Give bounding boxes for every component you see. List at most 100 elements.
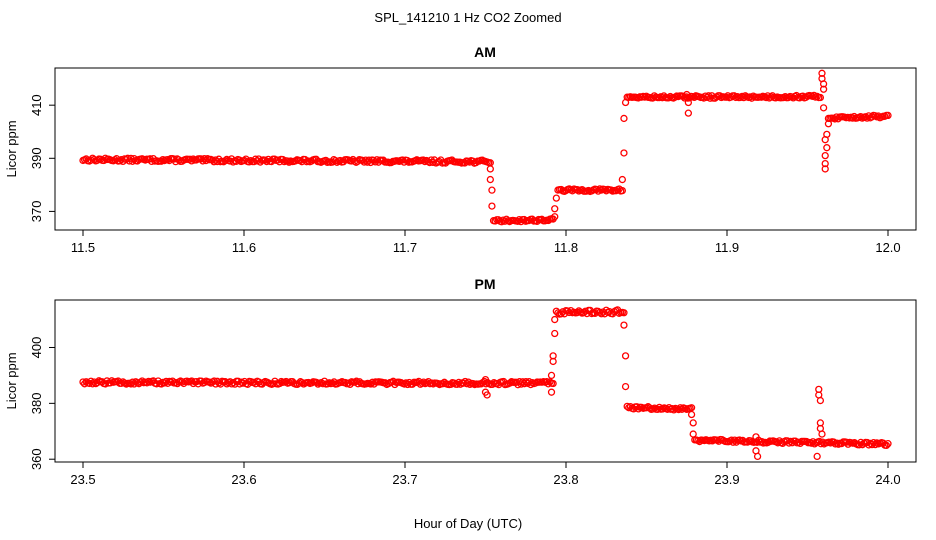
- am-data-point: [819, 85, 828, 93]
- pm-plot-frame: [54, 299, 917, 463]
- pm-x-axis: 23.5 23.6 23.7 23.8 23.9 24.0: [70, 462, 901, 487]
- am-data-point: [813, 92, 821, 101]
- am-x-tick-label: 11.9: [715, 240, 739, 255]
- am-data-point: [856, 112, 865, 121]
- pm-x-tick-label: 23.5: [70, 472, 95, 487]
- pm-x-tick-label: 23.6: [231, 472, 256, 487]
- am-x-tick-label: 11.5: [71, 240, 95, 255]
- pm-data-point: [816, 396, 825, 405]
- pm-data-point: [551, 315, 559, 324]
- pm-data-point: [563, 307, 572, 315]
- am-data-point: [821, 151, 829, 160]
- am-data-point: [884, 111, 892, 120]
- pm-data-point: [128, 378, 137, 386]
- pm-data-point: [549, 379, 557, 388]
- am-x-axis: 11.5 11.6 11.7 11.8 11.9 12.0: [71, 230, 901, 255]
- pm-data-point: [483, 391, 491, 399]
- am-data-point: [552, 194, 560, 202]
- am-data-point: [716, 92, 724, 100]
- pm-data-point: [753, 452, 762, 461]
- am-data-point: [157, 157, 165, 165]
- pm-data-point: [276, 379, 284, 388]
- pm-data-point: [547, 371, 556, 380]
- figure-title: SPL_141210 1 Hz CO2 Zoomed: [374, 10, 561, 25]
- pm-data-point: [79, 378, 87, 386]
- am-data-point: [551, 205, 559, 213]
- am-data-point: [285, 158, 293, 166]
- pm-data-point: [88, 380, 97, 388]
- pm-data-point: [549, 352, 557, 360]
- pm-data-point: [687, 410, 696, 419]
- pm-data-point: [547, 388, 556, 396]
- am-data-point: [187, 157, 196, 165]
- am-data-point: [618, 175, 626, 184]
- pm-data-point: [620, 309, 628, 317]
- pm-data-point: [551, 329, 559, 338]
- am-data-point: [823, 144, 831, 152]
- am-x-tick-label: 11.8: [554, 240, 578, 255]
- pm-data-point: [621, 382, 630, 391]
- pm-data-point: [646, 404, 654, 412]
- pm-data-point: [676, 404, 684, 412]
- pm-data-point: [250, 378, 258, 386]
- pm-data-point: [143, 379, 151, 387]
- pm-data-point: [402, 379, 410, 387]
- pm-data-point: [882, 441, 891, 450]
- pm-data-point: [633, 403, 641, 411]
- am-y-axis: 370 390 410: [29, 94, 55, 222]
- am-data-point: [117, 156, 125, 164]
- am-data-point: [331, 157, 340, 165]
- am-data-point: [596, 185, 604, 193]
- am-data-point: [821, 165, 829, 173]
- pm-panel: PM 23.5 23.6 23.7 23.8 23.9 24.0 360 380 400 Li…: [4, 276, 917, 487]
- am-data-point: [486, 165, 494, 173]
- pm-data-point: [527, 380, 535, 389]
- am-data-point: [818, 69, 826, 77]
- pm-data-point: [80, 380, 89, 388]
- pm-data-point: [544, 380, 552, 388]
- am-data-point: [515, 215, 523, 224]
- am-plot-frame: [54, 67, 917, 231]
- pm-x-tick-label: 23.8: [553, 472, 578, 487]
- pm-data-point: [597, 310, 606, 318]
- am-data-point: [620, 149, 628, 157]
- am-data-point: [488, 186, 496, 194]
- am-data-point: [821, 159, 829, 168]
- pm-data-point: [689, 430, 697, 438]
- am-data-point: [245, 158, 253, 166]
- am-data-point: [620, 114, 628, 123]
- pm-data-point: [871, 440, 879, 449]
- am-data-point: [221, 157, 229, 165]
- am-panel-title: AM: [474, 44, 496, 60]
- am-x-tick-label: 11.7: [393, 240, 417, 255]
- pm-y-tick-label: 360: [29, 448, 44, 470]
- am-data-point: [551, 213, 559, 221]
- pm-data-point: [786, 437, 795, 446]
- pm-panel-title: PM: [475, 276, 496, 292]
- am-data-point: [816, 93, 825, 102]
- pm-y-tick-label: 380: [29, 392, 44, 414]
- pm-data-point: [557, 310, 565, 318]
- am-data-point: [621, 98, 630, 107]
- am-data-point: [684, 109, 693, 117]
- pm-data-point: [813, 452, 821, 461]
- pm-data-point: [654, 405, 662, 413]
- am-data-point: [684, 98, 693, 107]
- am-data-points: [79, 69, 892, 226]
- am-data-point: [683, 90, 691, 99]
- am-data-point: [274, 156, 282, 164]
- figure-x-axis-label: Hour of Day (UTC): [414, 516, 522, 531]
- pm-data-point: [689, 419, 697, 427]
- am-data-point: [823, 130, 831, 139]
- am-data-point: [261, 156, 269, 164]
- pm-x-tick-label: 24.0: [875, 472, 900, 487]
- am-data-point: [211, 156, 220, 164]
- pm-data-point: [239, 379, 247, 387]
- am-data-point: [486, 175, 494, 184]
- am-data-point: [499, 216, 507, 224]
- pm-x-tick-label: 23.9: [714, 472, 739, 487]
- am-data-point: [488, 202, 496, 210]
- am-y-tick-label: 410: [29, 94, 44, 116]
